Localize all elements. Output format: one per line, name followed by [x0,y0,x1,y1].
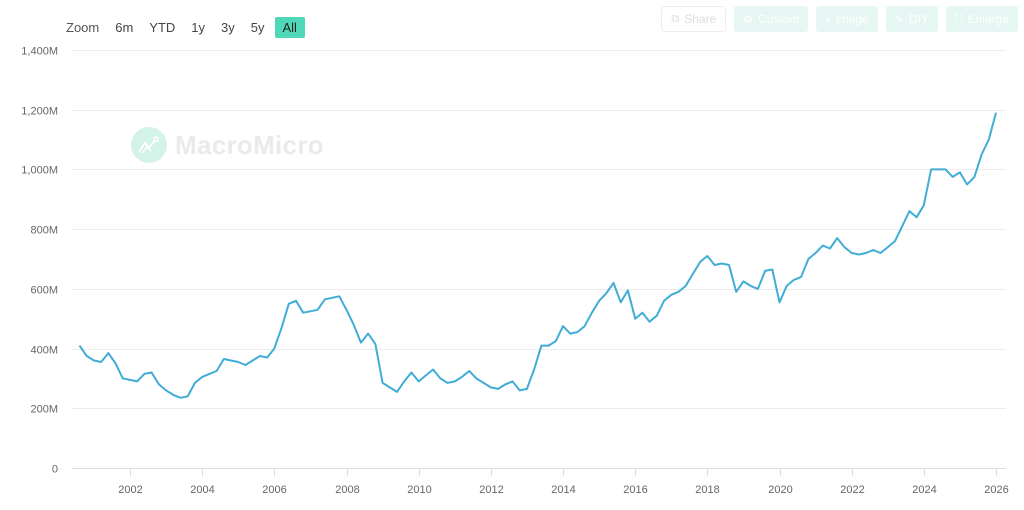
y-tick-label: 600M [30,285,58,297]
diy-label: DIY [908,12,929,26]
watermark: MacroMicro [131,127,324,163]
y-tick-label: 400M [30,345,58,357]
watermark-text: MacroMicro [175,129,324,160]
range-button-ytd[interactable]: YTD [149,19,176,35]
pencil-icon: ✎ [894,13,904,26]
expand-icon: ⛶ [954,12,963,25]
x-tick-label: 2024 [912,484,936,496]
x-tick-label: 2004 [190,484,214,496]
enlarge-label: Enlarge [967,12,1009,26]
x-tick-label: 2016 [623,484,647,496]
y-tick-label: 800M [30,225,58,237]
range-button-3y[interactable]: 3y [221,19,235,35]
y-tick-label: 1,000M [21,165,58,177]
share-button[interactable]: ⧉ Share [661,6,727,32]
x-tick-label: 2018 [695,484,719,496]
x-tick-label: 2006 [262,484,286,496]
diy-button[interactable]: ✎ DIY [885,6,938,32]
x-tick-label: 2002 [118,484,142,496]
y-axis: 0 200M 400M 600M 800M 1,000M 1,200M 1,400M [21,46,58,476]
y-tick-label: 1,400M [21,46,58,58]
gear-icon: ⚙ [743,13,754,26]
share-icon: ⧉ [671,12,680,25]
download-icon: ⤓ [825,12,831,25]
series-line[interactable] [78,112,997,399]
range-button-all[interactable]: All [274,16,305,38]
gridlines [72,50,1006,469]
x-tick-label: 2008 [335,484,359,496]
x-tick-label: 2012 [479,484,503,496]
enlarge-button[interactable]: ⛶ Enlarge [945,6,1018,32]
custom-label: Custom [758,12,800,26]
x-tick-label: 2014 [551,484,575,496]
range-button-5y[interactable]: 5y [250,19,265,35]
x-tick-label: 2022 [840,484,864,496]
y-tick-label: 0 [52,464,58,476]
y-tick-label: 1,200M [21,106,58,118]
range-selector-label: Zoom [66,19,100,35]
x-tick-label: 2026 [984,484,1008,496]
image-label: Image [835,12,869,26]
image-button[interactable]: ⤓ Image [816,6,878,32]
range-button-6m[interactable]: 6m [115,19,134,35]
share-label: Share [684,12,717,26]
chart-toolbar: ⧉ Share ⚙ Custom ⤓ Image ✎ DIY ⛶ Enlarge [661,6,1018,32]
x-axis: 2002 2004 2006 2008 2010 2012 2014 2016 2018 2020… [118,468,1009,496]
x-tick-label: 2010 [407,484,431,496]
range-button-1y[interactable]: 1y [191,19,206,35]
custom-button[interactable]: ⚙ Custom [734,6,809,32]
range-selector: Zoom 6m YTD 1y 3y 5y All [66,16,309,38]
y-tick-label: 200M [30,404,58,416]
x-tick-label: 2020 [768,484,792,496]
macromicro-logo-icon [131,127,167,163]
